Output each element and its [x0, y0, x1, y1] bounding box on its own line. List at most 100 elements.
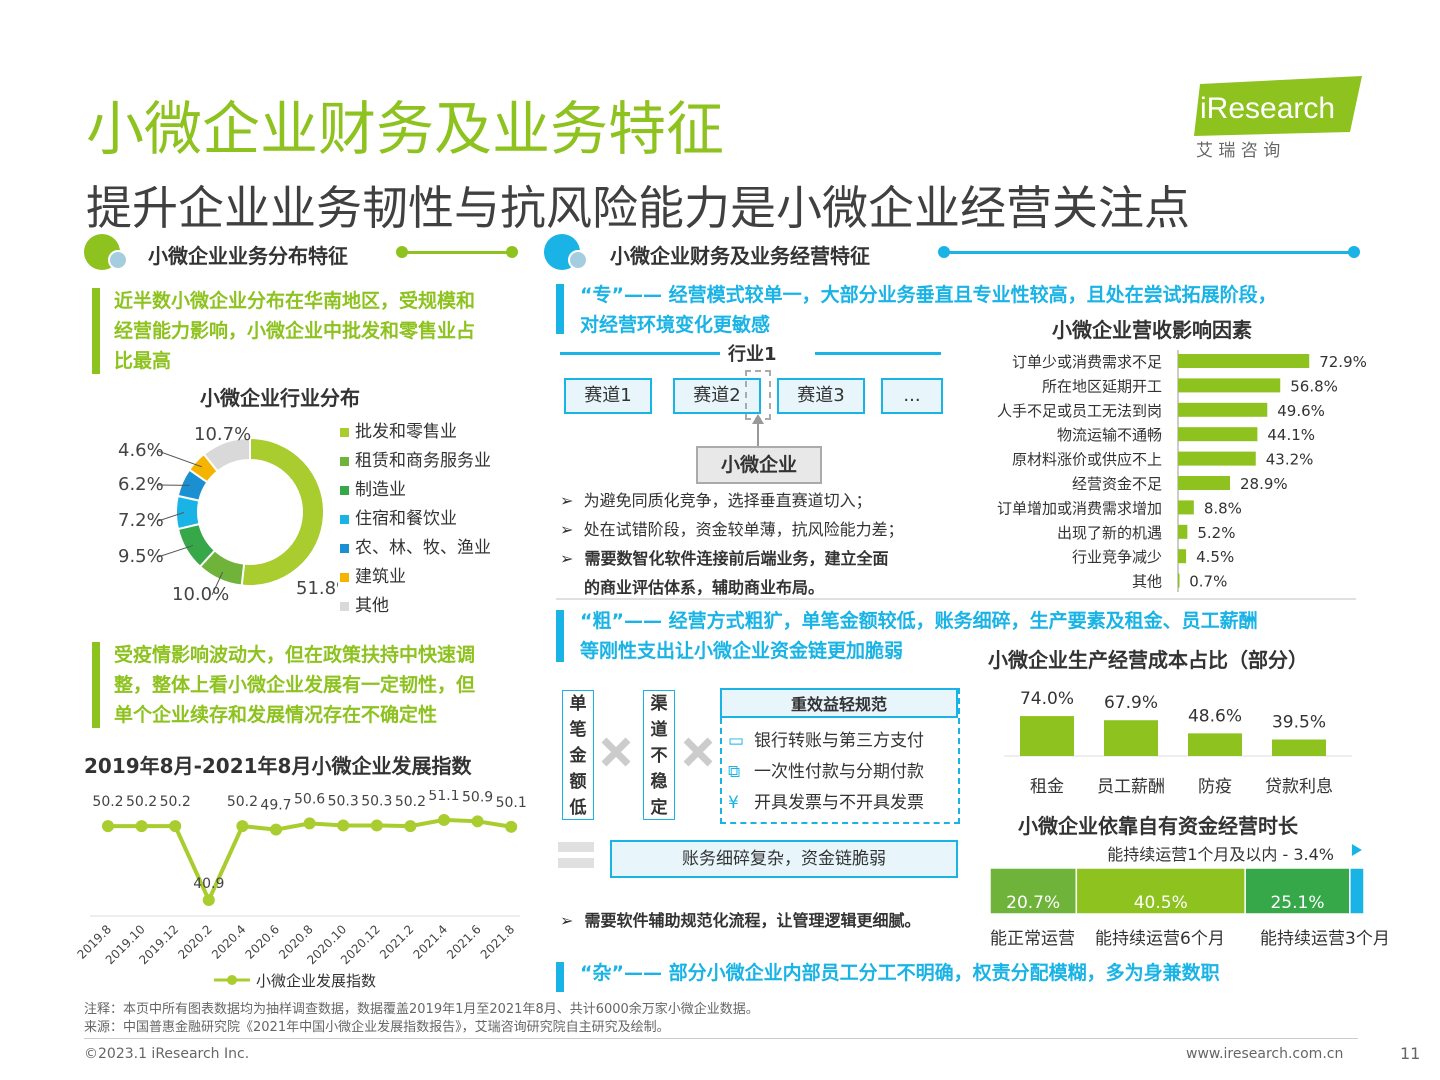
- divider-dot: [396, 246, 408, 258]
- donut-label: 6.2%: [118, 474, 164, 495]
- right-section-title: 小微企业财务及业务经营特征: [610, 244, 870, 268]
- data-point: [202, 894, 215, 907]
- data-point: [169, 820, 182, 833]
- index-line: [108, 817, 512, 905]
- legend-item: 租赁和商务服务业: [340, 447, 491, 476]
- legend-label: 制造业: [355, 480, 406, 500]
- left-text-2: 受疫情影响波动大，但在政策扶持中快速调 整，整体上看小微企业发展有一定韧性，但 单个…: [114, 644, 476, 726]
- x-tick-label: 2020.4: [209, 922, 249, 962]
- card-icon: ▭: [728, 731, 745, 751]
- iresearch-logo: iResearch 艾 瑞 咨 询: [1190, 76, 1365, 161]
- bar: [1188, 733, 1242, 756]
- stacked-segment: [1075, 867, 1246, 915]
- data-point: [471, 815, 484, 828]
- category-label: 物流运输不通畅: [1057, 426, 1162, 444]
- donut-title: 小微企业行业分布: [200, 386, 360, 410]
- divider-line: [942, 251, 1356, 254]
- category-label: 能持续运营3个月: [1260, 929, 1390, 949]
- category-label: 订单增加或消费需求增加: [997, 499, 1162, 517]
- logo-cn: 艾 瑞 咨 询: [1196, 141, 1280, 160]
- logo-graphic: iResearch 艾 瑞 咨 询: [1194, 76, 1362, 161]
- accent-bar: [556, 284, 564, 334]
- line-chart-title: 2019年8月-2021年8月小微企业发展指数: [84, 754, 472, 778]
- divider-dot: [938, 246, 950, 258]
- legend-label: 其他: [355, 596, 389, 616]
- category-label: 经营资金不足: [1072, 475, 1162, 493]
- small-enterprise-box: 小微企业: [696, 446, 822, 484]
- bar: [1178, 549, 1187, 564]
- data-label: 50.2: [160, 794, 191, 810]
- bar: [1178, 500, 1194, 515]
- value-label: 72.9%: [1319, 353, 1367, 371]
- stacked-segment: [1349, 867, 1365, 915]
- accent-bar: [92, 288, 100, 374]
- page-number: 11: [1400, 1044, 1421, 1063]
- data-label: 50.3: [328, 793, 359, 809]
- data-label: 50.2: [126, 794, 157, 810]
- category-label: 贷款利息: [1265, 777, 1333, 797]
- pointer-icon: [1351, 844, 1362, 856]
- legend-item: 制造业: [340, 476, 491, 505]
- legend-marker: [227, 975, 237, 985]
- left-section-title: 小微企业业务分布特征: [148, 244, 348, 268]
- legend-swatch: [340, 427, 349, 437]
- rules-list: ▭ 银行转账与第三方支付 ⧉ 一次性付款与分期付款 ¥ 开具发票与不开具发票: [728, 726, 924, 819]
- category-label: 订单少或消费需求不足: [1012, 353, 1162, 371]
- leader-line: [157, 544, 194, 558]
- bubble-icon-green: [84, 234, 128, 270]
- value-label: 0.7%: [1189, 573, 1227, 591]
- data-label: 50.9: [462, 790, 493, 805]
- legend-item: 其他: [340, 592, 491, 621]
- footer-divider: [84, 1038, 1358, 1039]
- data-label: 50.2: [92, 794, 123, 810]
- data-label: 50.2: [395, 794, 426, 810]
- legend-swatch: [340, 543, 349, 553]
- bar: [1178, 476, 1231, 490]
- data-label: 50.3: [361, 793, 392, 809]
- development-index-line-chart: 50.22019.850.22019.1050.22019.1240.92020…: [75, 790, 527, 990]
- cost-chart: 74.0% 租金 67.9% 员工薪酬 48.6% 防疫 39.5% 贷款利息: [1004, 689, 1352, 797]
- legend-label: 住宿和餐饮业: [355, 509, 457, 529]
- category-label: 租金: [1030, 777, 1064, 797]
- leader-line: [157, 511, 185, 522]
- category-label: 其他: [1132, 573, 1162, 591]
- data-label: 50.1: [496, 795, 527, 811]
- legend-swatch: [340, 485, 349, 495]
- x-tick-label: 2021.2: [377, 922, 417, 962]
- category-label: 人手不足或员工无法到岗: [997, 402, 1162, 420]
- revenue-factors-chart: 订单少或消费需求不足 72.9% 所在地区延期开工 56.8% 人手不足或员工无法到岗 4…: [997, 350, 1367, 592]
- bar: [1178, 427, 1258, 442]
- up-arrow-icon: [752, 414, 764, 448]
- accent-bar: [556, 610, 564, 662]
- bar: [1178, 354, 1310, 368]
- zhuan-text: “专”—— 经营模式较单一，大部分业务垂直且专业性较高，且处在尝试拓展阶段， 对经…: [580, 284, 1277, 336]
- category-label: 能持续运营6个月: [1095, 929, 1225, 949]
- data-label: 50.2: [227, 794, 258, 810]
- data-point: [404, 820, 417, 833]
- bar: [1178, 378, 1281, 393]
- data-point: [303, 817, 316, 830]
- industry-line-left: [560, 352, 720, 355]
- rules-title: 重效益轻规范: [720, 688, 958, 718]
- duration-chart-title: 小微企业依靠自有资金经营时长: [1018, 814, 1298, 838]
- data-point: [102, 820, 114, 833]
- x-tick-label: 2021.6: [444, 922, 484, 962]
- bar: [1178, 573, 1180, 588]
- category-label: 出现了新的机遇: [1057, 524, 1162, 542]
- track-highlight: [745, 370, 771, 420]
- legend-item: 住宿和餐饮业: [340, 505, 491, 534]
- industry-donut-chart: 51.8% 10.0% 9.5% 7.2% 6.2% 4.6% 10.7%: [118, 424, 338, 605]
- divider-dot: [1348, 246, 1360, 258]
- transfer-icon: ⧉: [728, 762, 741, 782]
- value-label: 49.6%: [1277, 402, 1325, 420]
- legend-label: 小微企业发展指数: [256, 972, 376, 990]
- footer-source: 来源：中国普惠金融研究院《2021年中国小微企业发展指数报告》，艾瑞咨询研究院自…: [84, 1020, 670, 1035]
- divider-dot: [506, 246, 518, 258]
- za-text: “杂”—— 部分小微企业内部员工分工不明确，权责分配模糊，多为身兼数职: [580, 962, 1220, 984]
- donut-slice: [202, 436, 251, 473]
- cost-chart-title: 小微企业生产经营成本占比（部分）: [988, 648, 1308, 672]
- segment-label: 20.7%: [1006, 893, 1060, 913]
- data-label: 49.7: [260, 798, 291, 814]
- industry-line-right: [815, 352, 941, 355]
- accent-bar: [556, 962, 564, 992]
